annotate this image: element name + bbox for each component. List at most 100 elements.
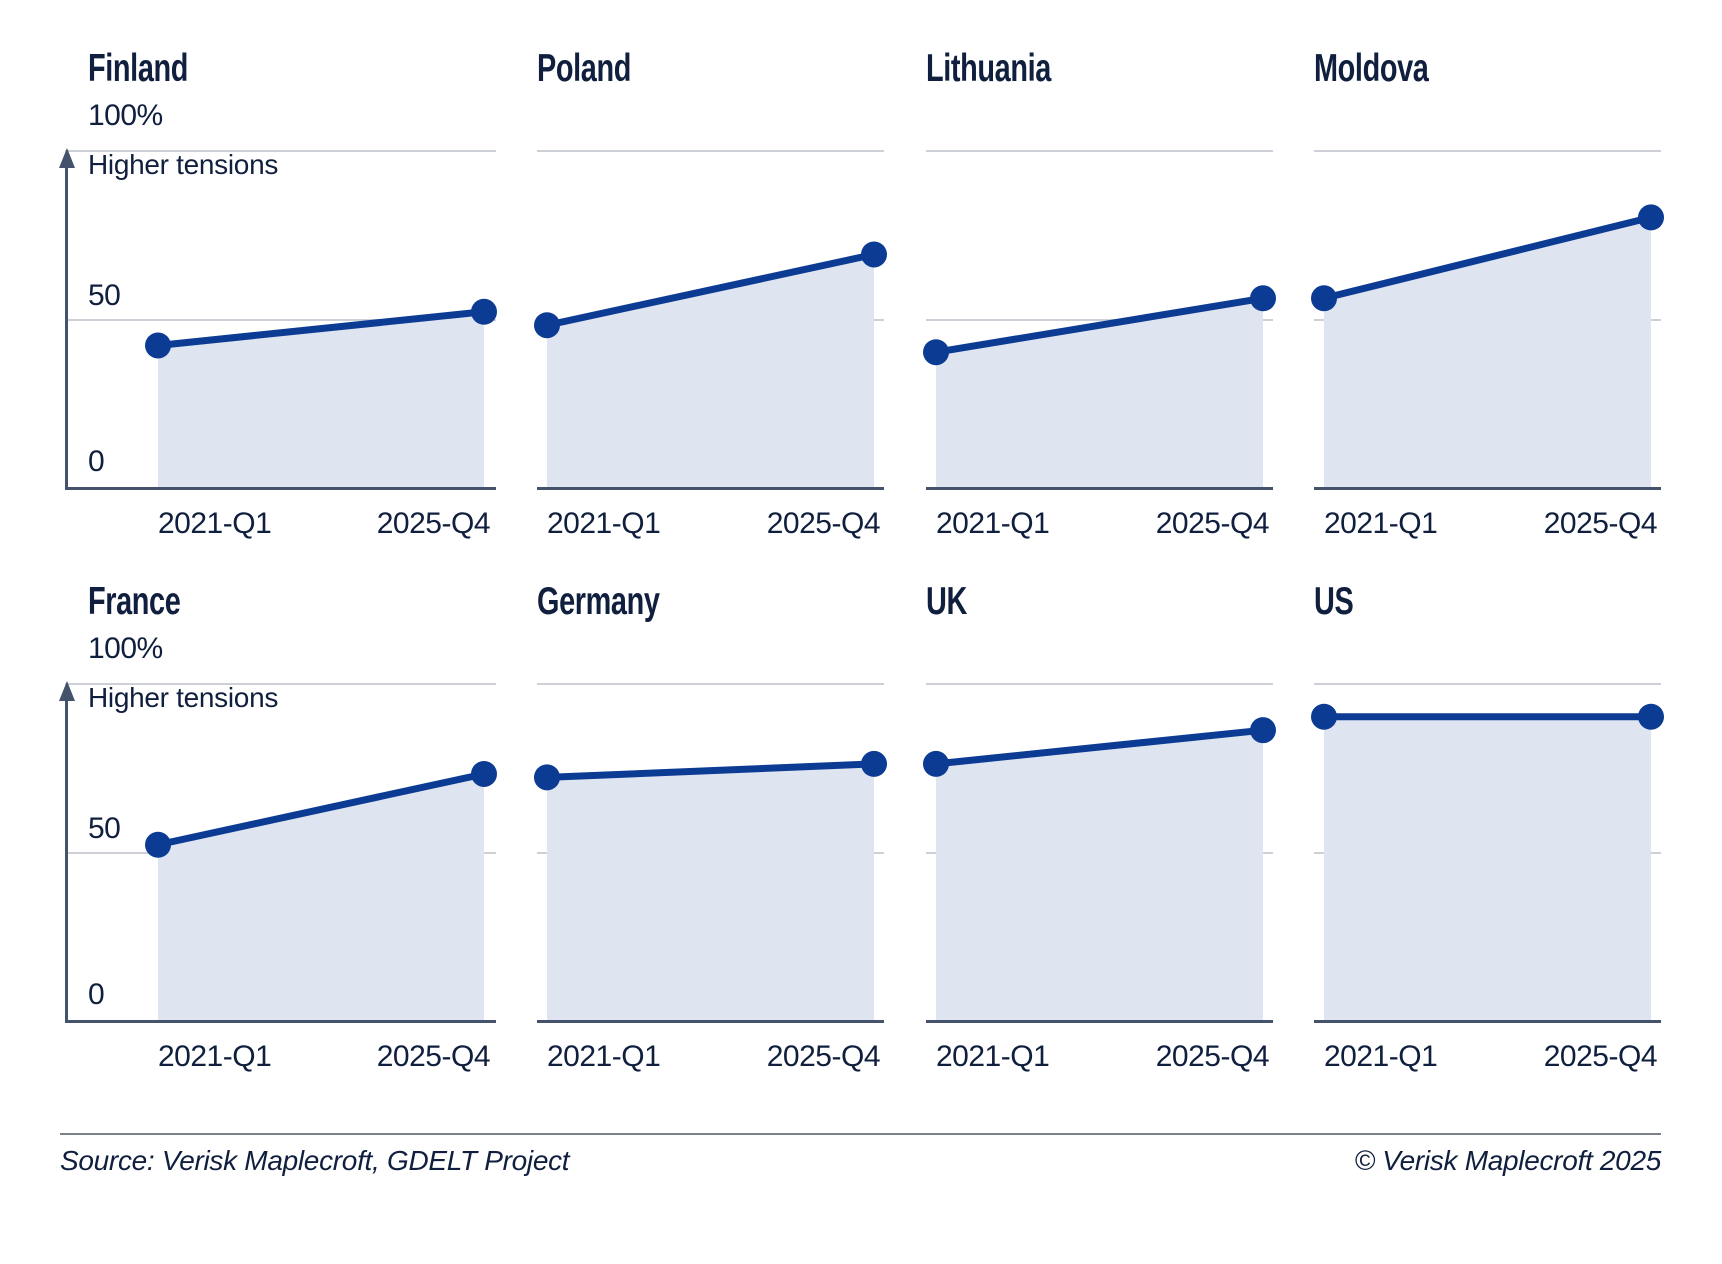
x-label-start: 2021-Q1 [547,507,661,540]
x-axis-line [1314,1020,1661,1023]
panel-lithuania: Lithuania 100% 50 0 Higher tensions 2021… [923,42,1276,577]
gridline-100 [537,683,884,685]
area-chart [1311,703,1664,1020]
data-point-end [1250,285,1276,312]
panel-germany: Germany 100% 50 0 Higher tensions 2021-Q… [534,575,887,1110]
gridline-100 [65,150,496,152]
area-fill [1324,217,1651,487]
panel-title: US [1314,580,1354,623]
x-axis-labels: 2021-Q1 2025-Q4 [158,507,491,541]
y-tick-100: 100% [88,99,163,132]
x-label-end: 2025-Q4 [1155,507,1270,540]
trend-line [932,294,1267,356]
gridline-50 [65,319,496,321]
gridline-50 [926,319,1273,321]
area-fill [158,773,484,1020]
data-point-start [923,339,949,366]
x-label-end: 2025-Q4 [1543,507,1658,540]
x-axis-labels: 2021-Q1 2025-Q4 [936,507,1270,541]
gridline-100 [1314,683,1661,685]
y-tick-0: 0 [88,445,105,478]
y-axis-arrow-icon [59,681,75,701]
y-tick-50: 50 [88,812,121,845]
x-axis-labels: 2021-Q1 2025-Q4 [547,507,881,541]
panel-title: Poland [537,47,631,90]
area-chart [923,285,1276,487]
x-axis-line [537,487,884,490]
panel-title: Moldova [1314,47,1429,90]
panel-title: Finland [88,47,189,90]
data-point-start [145,831,171,858]
data-point-start [534,764,560,791]
x-axis-line [65,1020,496,1023]
y-axis-arrow-icon [59,148,75,168]
panel-finland: Finland 100% 50 0 Higher tensions 2021-Q… [59,42,497,577]
area-fill [1324,716,1651,1020]
area-chart [534,750,887,1020]
panel-poland: Poland 100% 50 0 Higher tensions 2021-Q1… [534,42,887,577]
x-label-end: 2025-Q4 [376,1040,491,1073]
x-label-start: 2021-Q1 [158,507,272,540]
area-chart [145,298,497,487]
data-point-start [923,750,949,777]
area-chart [1311,204,1664,487]
gridline-100 [65,683,496,685]
y-tick-100: 100% [88,632,163,665]
trend-line [154,770,488,849]
panel-title: Germany [537,580,660,623]
data-point-end [1250,717,1276,744]
panel-title: France [88,580,181,623]
data-point-end [861,241,887,268]
higher-tensions-label: Higher tensions [88,682,279,713]
x-axis-line [537,1020,884,1023]
x-axis-labels: 2021-Q1 2025-Q4 [936,1040,1270,1074]
x-axis-labels: 2021-Q1 2025-Q4 [547,1040,881,1074]
gridline-100 [1314,150,1661,152]
copyright-note: © Verisk Maplecroft 2025 [1354,1145,1661,1176]
source-note: Source: Verisk Maplecroft, GDELT Project [60,1145,570,1176]
panel-moldova: Moldova 100% 50 0 Higher tensions 2021-Q… [1311,42,1664,577]
data-point-end [861,750,887,777]
x-label-end: 2025-Q4 [1543,1040,1658,1073]
panel-uk: UK 100% 50 0 Higher tensions 2021-Q1 202… [923,575,1276,1110]
x-label-end: 2025-Q4 [1155,1040,1270,1073]
gridline-100 [537,150,884,152]
x-label-start: 2021-Q1 [1324,507,1438,540]
panel-title: Lithuania [926,47,1051,90]
higher-tensions-label: Higher tensions [88,149,279,180]
x-label-start: 2021-Q1 [936,1040,1050,1073]
data-point-start [534,312,560,339]
panel-title: UK [926,580,967,623]
x-axis-labels: 2021-Q1 2025-Q4 [1324,1040,1658,1074]
x-label-end: 2025-Q4 [766,1040,881,1073]
area-fill [936,298,1263,487]
area-chart [534,241,887,487]
area-chart [923,717,1276,1020]
y-axis-line [65,701,68,1021]
data-point-start [145,332,171,359]
data-point-start [1311,285,1337,312]
data-point-end [1638,204,1664,231]
x-axis-line [65,487,496,490]
area-fill [158,311,484,487]
x-label-start: 2021-Q1 [547,1040,661,1073]
gridline-100 [926,150,1273,152]
data-point-end [471,760,497,787]
trend-line [543,760,878,781]
x-axis-line [1314,487,1661,490]
y-tick-0: 0 [88,978,105,1011]
panel-france: France 100% 50 0 Higher tensions 2021-Q1… [59,575,497,1110]
area-fill [547,763,874,1020]
trend-line [543,250,878,329]
x-axis-line [926,1020,1273,1023]
y-tick-50: 50 [88,279,121,312]
area-chart [145,760,497,1020]
x-label-start: 2021-Q1 [936,507,1050,540]
x-axis-line [926,487,1273,490]
x-label-start: 2021-Q1 [1324,1040,1438,1073]
footer-divider [60,1133,1661,1135]
y-axis-line [65,168,68,488]
panel-us: US 100% 50 0 Higher tensions 2021-Q1 202… [1311,575,1664,1110]
data-point-end [1638,703,1664,730]
trend-line [154,308,488,349]
